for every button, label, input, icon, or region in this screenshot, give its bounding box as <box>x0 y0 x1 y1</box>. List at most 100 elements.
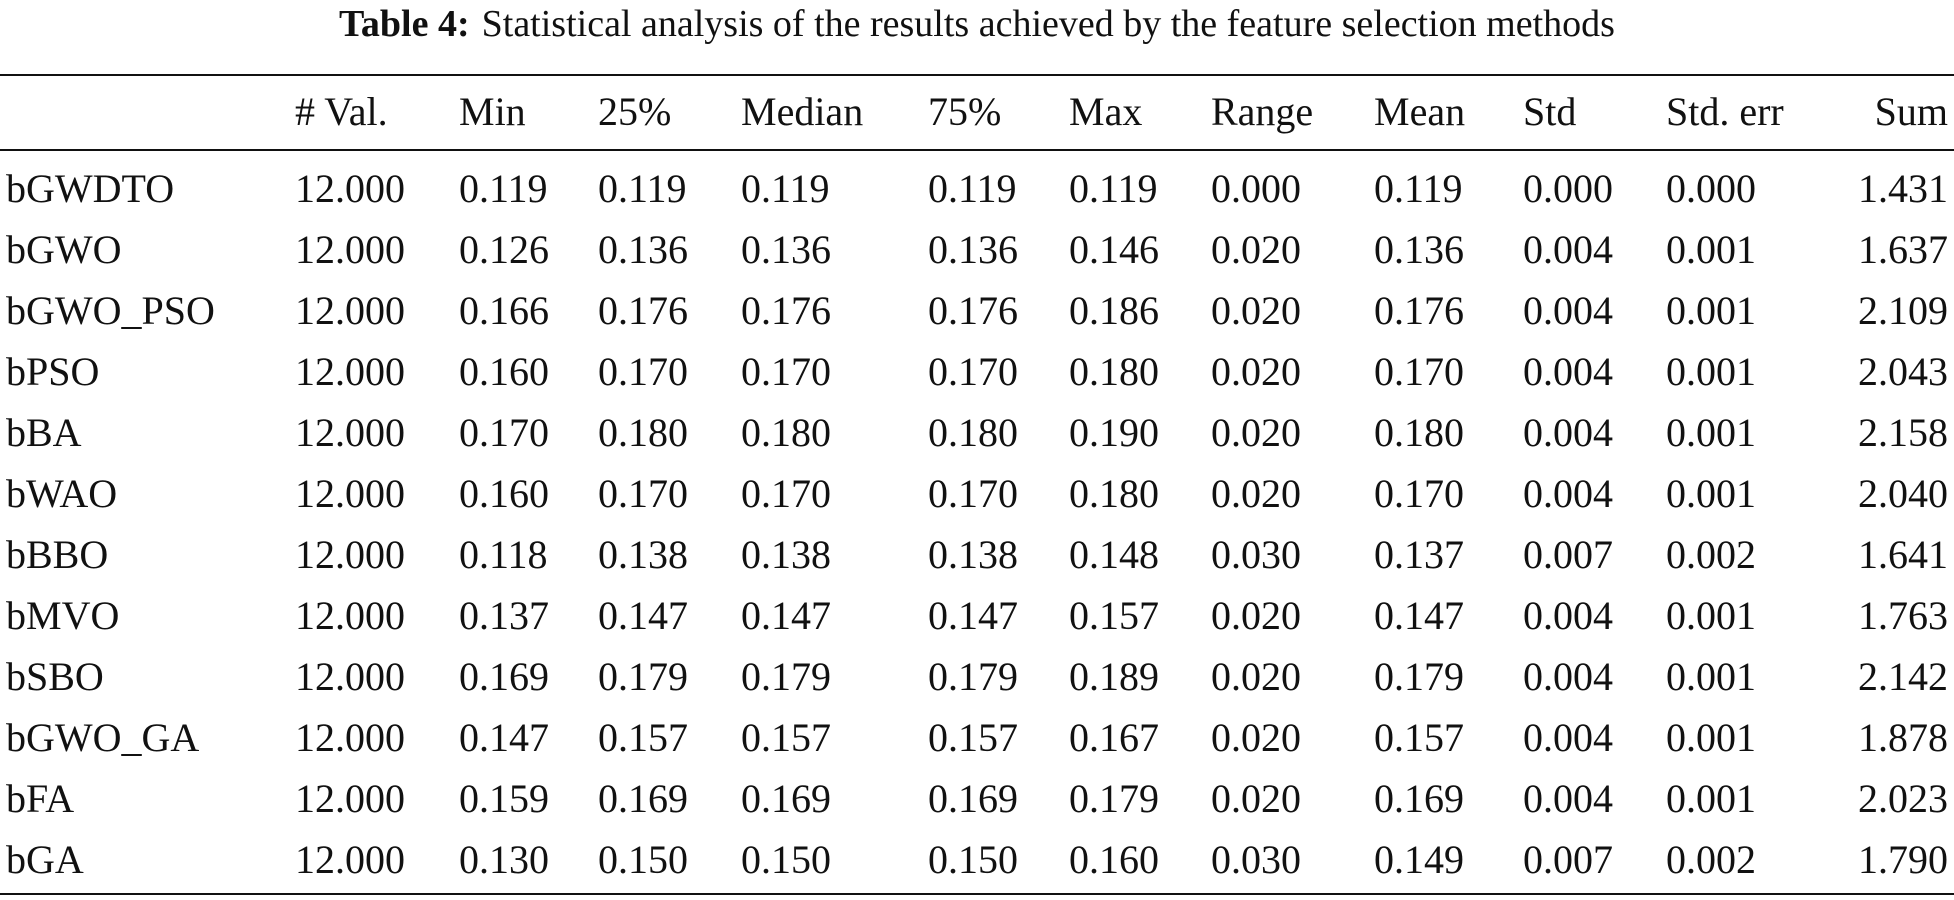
row-label: bBA <box>6 410 82 455</box>
table-cell: 0.020 <box>1211 410 1301 455</box>
table-cell: 0.179 <box>1374 654 1464 699</box>
table-cell: 0.020 <box>1211 715 1301 760</box>
table-cell: 0.176 <box>928 288 1018 333</box>
table-cell: 0.004 <box>1523 349 1613 394</box>
table-cell: 0.119 <box>741 166 830 211</box>
table-cell: 2.023 <box>1858 776 1948 821</box>
table-cell: 0.147 <box>741 593 831 638</box>
column-header: Range <box>1211 89 1314 134</box>
table-cell: 0.136 <box>598 227 688 272</box>
table-cell: 0.157 <box>598 715 688 760</box>
table-cell: 0.146 <box>1069 227 1159 272</box>
table-cell: 0.147 <box>1374 593 1464 638</box>
top-rule <box>0 74 1954 76</box>
table-cell: 0.170 <box>928 471 1018 516</box>
row-label: bGWDTO <box>6 166 175 211</box>
table-cell: 0.119 <box>459 166 548 211</box>
table-cell: 0.170 <box>598 349 688 394</box>
table-cell: 2.142 <box>1858 654 1948 699</box>
table-cell: 0.136 <box>928 227 1018 272</box>
caption-label: Table 4: <box>339 3 470 45</box>
table-cell: 0.170 <box>459 410 549 455</box>
table-cell: 2.040 <box>1858 471 1948 516</box>
table-cell: 0.190 <box>1069 410 1159 455</box>
table-cell: 0.166 <box>459 288 549 333</box>
table-cell: 0.001 <box>1666 715 1756 760</box>
row-label: bPSO <box>6 349 100 394</box>
table-cell: 0.189 <box>1069 654 1159 699</box>
table-cell: 0.119 <box>598 166 687 211</box>
table-cell: 0.147 <box>459 715 549 760</box>
row-label: bGA <box>6 837 84 882</box>
table-cell: 0.170 <box>598 471 688 516</box>
column-header: # Val. <box>295 89 388 134</box>
table-cell: 12.000 <box>295 471 405 516</box>
column-header: Mean <box>1374 89 1466 134</box>
table-cell: 0.004 <box>1523 715 1613 760</box>
column-header: Min <box>459 89 526 134</box>
header-rule <box>0 149 1954 151</box>
table-cell: 0.020 <box>1211 593 1301 638</box>
table-cell: 0.004 <box>1523 288 1613 333</box>
table-cell: 0.180 <box>928 410 1018 455</box>
table-cell: 0.167 <box>1069 715 1159 760</box>
table-cell: 1.641 <box>1858 532 1948 577</box>
table-cell: 1.431 <box>1858 166 1948 211</box>
table-cell: 2.158 <box>1858 410 1948 455</box>
table-cell: 0.001 <box>1666 410 1756 455</box>
table-cell: 0.170 <box>741 349 831 394</box>
table-cell: 1.878 <box>1858 715 1948 760</box>
table-cell: 0.001 <box>1666 471 1756 516</box>
table-cell: 0.138 <box>598 532 688 577</box>
caption-text: Statistical analysis of the results achi… <box>481 3 1615 45</box>
row-label: bFA <box>6 776 75 821</box>
table-cell: 0.169 <box>598 776 688 821</box>
table-cell: 0.169 <box>459 654 549 699</box>
table-cell: 0.179 <box>1069 776 1159 821</box>
table-cell: 12.000 <box>295 288 405 333</box>
table-cell: 0.118 <box>459 532 548 577</box>
table-cell: 0.002 <box>1666 532 1756 577</box>
table-cell: 0.157 <box>1069 593 1159 638</box>
table-cell: 0.147 <box>928 593 1018 638</box>
table-cell: 0.160 <box>1069 837 1159 882</box>
table-cell: 0.137 <box>459 593 549 638</box>
table-cell: 0.130 <box>459 837 549 882</box>
table-cell: 0.001 <box>1666 349 1756 394</box>
table-cell: 0.180 <box>1069 349 1159 394</box>
column-header: Std. err <box>1666 89 1784 134</box>
table-cell: 0.020 <box>1211 227 1301 272</box>
column-header: Median <box>741 89 864 134</box>
table-cell: 0.150 <box>598 837 688 882</box>
table-cell: 0.020 <box>1211 776 1301 821</box>
table-cell: 12.000 <box>295 593 405 638</box>
table-cell: 0.157 <box>1374 715 1464 760</box>
table-cell: 0.186 <box>1069 288 1159 333</box>
table-cell: 0.119 <box>1374 166 1463 211</box>
table-cell: 0.020 <box>1211 349 1301 394</box>
table-cell: 0.180 <box>598 410 688 455</box>
table-cell: 0.004 <box>1523 776 1613 821</box>
table-cell: 0.136 <box>1374 227 1464 272</box>
table-cell: 0.001 <box>1666 288 1756 333</box>
table-cell: 2.043 <box>1858 349 1948 394</box>
table-cell: 0.004 <box>1523 227 1613 272</box>
row-label: bSBO <box>6 654 104 699</box>
table-cell: 0.169 <box>1374 776 1464 821</box>
table-cell: 0.001 <box>1666 654 1756 699</box>
table-cell: 0.020 <box>1211 471 1301 516</box>
bottom-rule <box>0 893 1954 895</box>
table-cell: 12.000 <box>295 166 405 211</box>
table-cell: 0.150 <box>741 837 831 882</box>
table-cell: 0.147 <box>598 593 688 638</box>
table-cell: 0.176 <box>741 288 831 333</box>
row-label: bBBO <box>6 532 109 577</box>
table-cell: 0.180 <box>1374 410 1464 455</box>
table-cell: 0.179 <box>928 654 1018 699</box>
column-header: Sum <box>1874 89 1948 134</box>
table-cell: 0.030 <box>1211 837 1301 882</box>
table-cell: 12.000 <box>295 349 405 394</box>
table-caption: Table 4: Statistical analysis of the resu… <box>0 2 1954 46</box>
table-cell: 2.109 <box>1858 288 1948 333</box>
table-cell: 0.138 <box>928 532 1018 577</box>
